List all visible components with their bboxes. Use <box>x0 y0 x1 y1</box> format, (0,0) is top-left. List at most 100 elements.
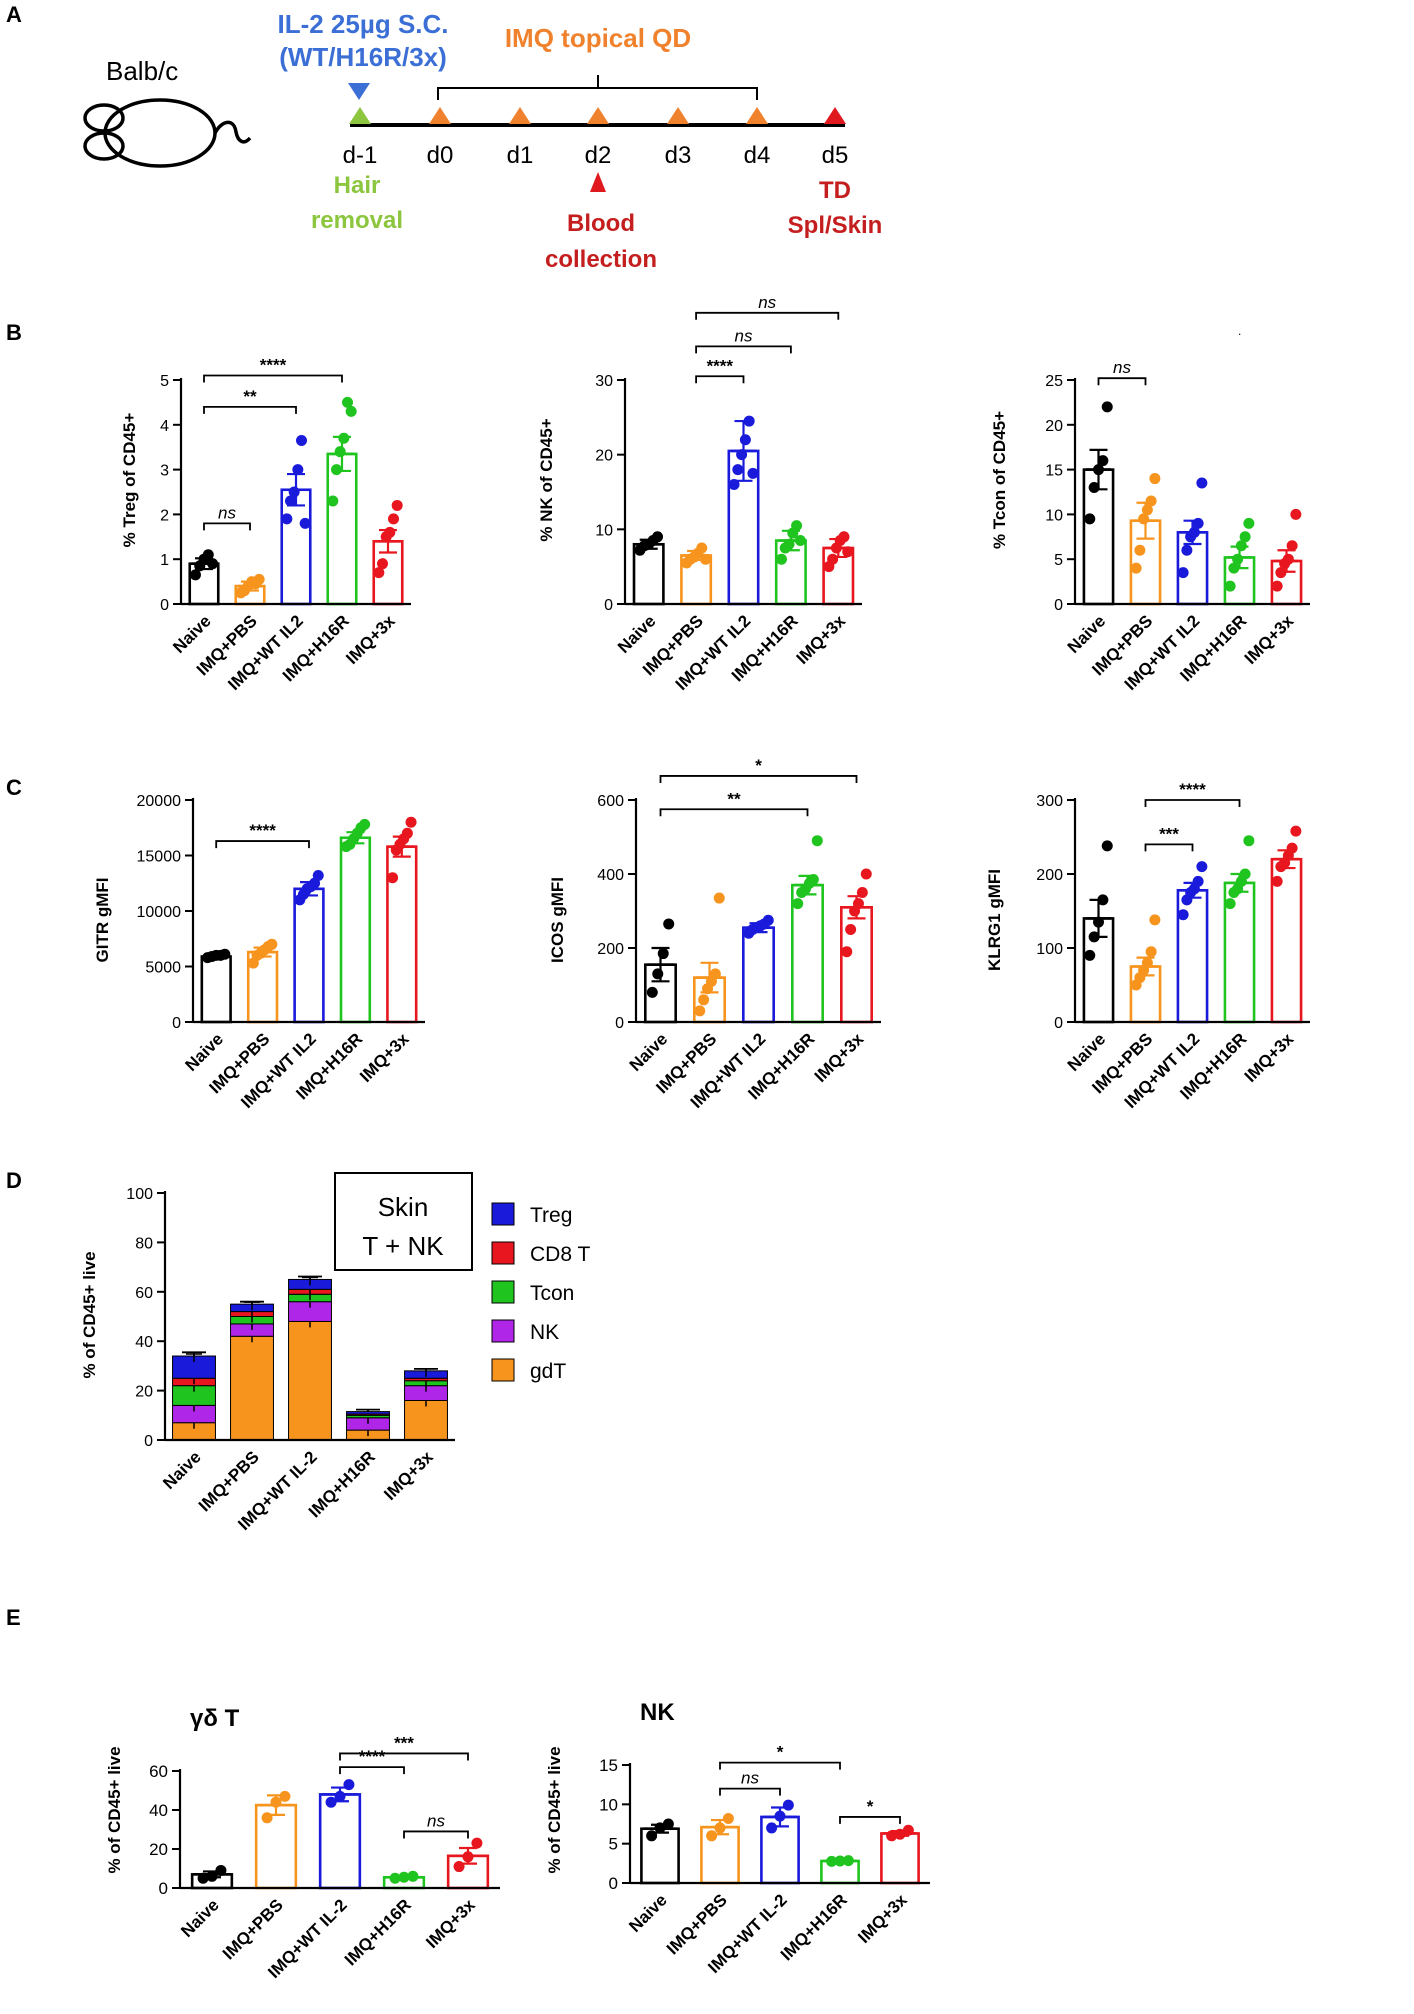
chart-b1-y-tick-label: 2 <box>160 507 169 524</box>
chart-d-legend-label: CD8 T <box>530 1243 590 1266</box>
chart-d-y-tick-label: 80 <box>135 1235 153 1252</box>
chart-c1-y-tick-label: 5000 <box>145 960 181 977</box>
hair-removal-label-1: Hair <box>334 172 381 199</box>
chart-d-stacked-segment <box>346 1411 390 1415</box>
chart-e2-data-point <box>826 1855 838 1867</box>
chart-b3-data-point <box>1243 517 1255 529</box>
chart-b1-y-tick-label: 1 <box>160 552 169 569</box>
mouse-icon <box>83 98 252 168</box>
imq-marker-d1 <box>509 107 531 124</box>
chart-c3-data-point <box>1243 835 1255 847</box>
chart-c3-data-point <box>1290 825 1302 837</box>
chart-e1-significance-label: *** <box>394 1733 414 1752</box>
chart-b2-data-point <box>783 538 795 550</box>
chart-c3-data-point <box>1177 909 1189 921</box>
chart-b2-data-point <box>700 553 712 565</box>
chart-b3-data-point <box>1188 526 1200 538</box>
chart-e2-y-tick-label: 10 <box>599 1795 618 1814</box>
chart-e2-data-point <box>894 1828 906 1840</box>
chart-e1-data-point <box>453 1861 465 1873</box>
chart-b2-data-point <box>743 415 755 427</box>
chart-b2-y-tick-label: 0 <box>604 597 613 614</box>
chart-c2-y-tick-label: 400 <box>597 867 624 884</box>
chart-c3-data-point <box>1093 916 1104 928</box>
chart-e1-data-point <box>206 1870 218 1882</box>
chart-b3-data-point <box>1084 513 1096 525</box>
chart-c2-y-tick-label: 0 <box>615 1015 624 1032</box>
chart-b3-significance-bracket <box>1097 377 1147 386</box>
chart-e2-data-point <box>722 1812 734 1824</box>
chart-d-legend-swatch <box>491 1319 515 1343</box>
chart-e1-significance-label: ns <box>427 1811 445 1830</box>
chart-b3-data-point <box>1224 580 1236 592</box>
chart-b1-data-point <box>334 446 346 458</box>
chart-b1-y-tick-label: 5 <box>160 373 169 390</box>
chart-b2-data-point <box>652 531 664 543</box>
chart-c1-data-point <box>219 948 231 960</box>
chart-b3-data-point <box>1101 401 1113 413</box>
chart-c2-significance-bracket <box>659 808 809 817</box>
chart-b1-data-point <box>296 434 308 446</box>
chart-c1-data-point <box>387 872 399 884</box>
chart-e2-significance-bracket <box>839 1816 901 1824</box>
chart-c2-data-point <box>646 986 658 998</box>
chart-c2-significance-bracket <box>659 775 858 783</box>
chart-e2-data-point <box>766 1822 778 1834</box>
chart-b2-significance-bracket <box>695 345 792 354</box>
chart-d-legend-swatch <box>491 1241 515 1265</box>
chart-d-box-line-2: T + NK <box>362 1231 444 1261</box>
chart-b2-data-point <box>696 542 708 554</box>
chart-e1-data-point <box>471 1837 483 1849</box>
hair-removal-marker <box>349 107 371 124</box>
chart-d-y-tick-label: 100 <box>126 1186 153 1203</box>
chart-c2-data-point <box>652 968 664 980</box>
day-label-d-1: d-1 <box>343 142 378 169</box>
chart-d-y-tick-label: 0 <box>144 1433 153 1450</box>
chart-b1-data-point <box>388 513 400 525</box>
chart-c2-significance-label: ** <box>727 789 741 808</box>
chart-c2-data-point <box>845 924 857 935</box>
chart-c3-y-tick-label: 100 <box>1036 941 1063 958</box>
hair-removal-label-2: removal <box>311 207 403 234</box>
chart-e1-data-point <box>398 1871 410 1883</box>
chart-c2-data-point <box>709 968 721 980</box>
chart-e2-y-tick-label: 15 <box>599 1756 618 1775</box>
imq-label: IMQ topical QD <box>505 23 691 53</box>
chart-c2-category-label: IMQ+3x <box>811 1029 868 1086</box>
chart-b1-data-point <box>342 396 354 408</box>
chart-b3-category-label: IMQ+3x <box>1241 611 1298 668</box>
chart-c2-bar <box>742 926 775 1024</box>
chart-e2-category-label: Naive <box>625 1890 671 1936</box>
chart-c3-significance-bracket <box>1144 799 1241 807</box>
chart-e1-data-point <box>462 1851 474 1863</box>
chart-b1-significance-label: ** <box>243 387 257 406</box>
chart-e1-data-point <box>279 1790 291 1802</box>
chart-d-label-box <box>334 1172 473 1271</box>
chart-c2-data-point <box>713 892 725 904</box>
chart-e1-data-point <box>197 1872 209 1884</box>
chart-c3-data-point <box>1141 957 1153 969</box>
day-label-d3: d3 <box>665 142 692 169</box>
chart-e1-data-point <box>407 1870 419 1882</box>
chart-b1-data-point <box>376 558 388 570</box>
chart-b2-significance-bracket <box>695 375 745 384</box>
chart-c1-data-point <box>266 938 278 950</box>
chart-b2-data-point <box>794 535 806 547</box>
chart-b1-data-point <box>284 495 296 507</box>
chart-b2-data-point <box>791 520 803 532</box>
chart-d-legend-label: Tcon <box>530 1282 574 1305</box>
chart-c3-data-point <box>1192 875 1204 887</box>
chart-b3-data-point <box>1088 482 1100 494</box>
chart-c2-data-point <box>856 887 868 898</box>
chart-c2-y-tick-label: 600 <box>597 793 624 810</box>
chart-b2-y-tick-label: 20 <box>595 448 613 465</box>
chart-c1-bar <box>200 955 232 1024</box>
chart-c3-data-point <box>1224 898 1236 910</box>
day-label-d4: d4 <box>744 142 771 169</box>
chart-c1-data-point <box>359 818 371 830</box>
chart-e1-significance-bracket <box>339 1752 469 1761</box>
terminal-day-label-2: Spl/Skin <box>788 212 883 239</box>
